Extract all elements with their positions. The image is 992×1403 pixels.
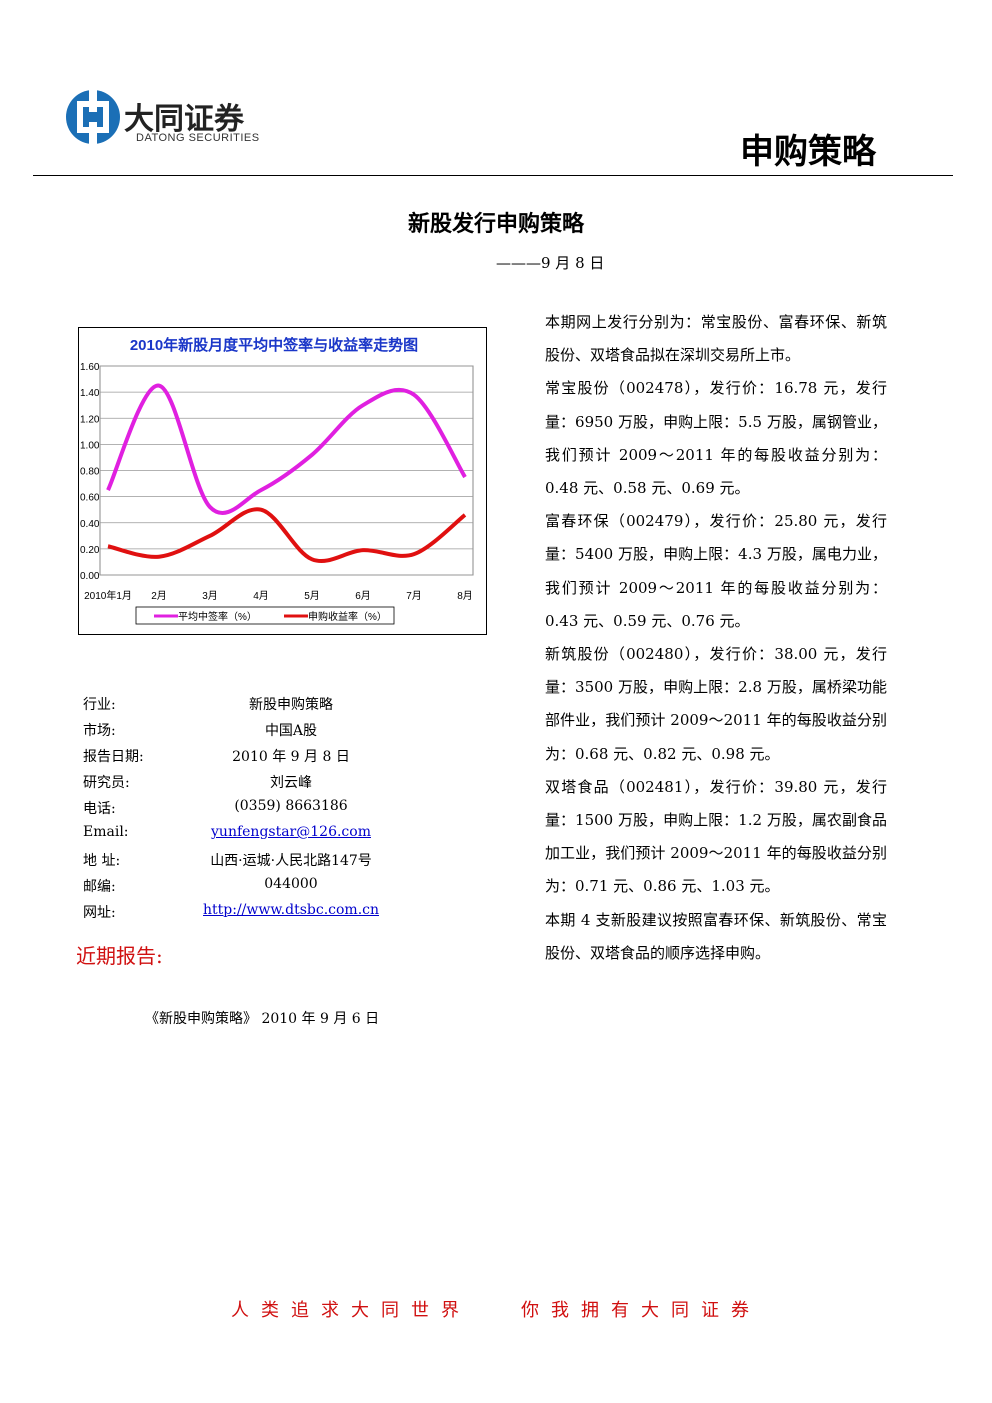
x-tick-label: 7月 [406, 590, 422, 602]
info-value: 044000 [264, 876, 318, 892]
footer: 人类追求大同世界 你我拥有大同证券 [0, 1296, 992, 1322]
info-label: 报告日期: [83, 749, 144, 765]
info-value: 2010 年 9 月 8 日 [232, 749, 350, 765]
y-tick-label: 0.20 [80, 545, 100, 556]
header-rule [33, 175, 953, 176]
info-value: 刘云峰 [270, 775, 312, 791]
info-value: 山西·运城·人民北路147号 [210, 853, 372, 869]
x-tick-label: 4月 [253, 590, 269, 602]
y-tick-label: 0.40 [80, 519, 100, 530]
info-label: 电话: [83, 801, 116, 817]
paragraph: 常宝股份（002478），发行价：16.78 元，发行量：6950 万股，申购上… [545, 379, 887, 498]
body-text: 本期网上发行分别为：常宝股份、富春环保、新筑股份、双塔食品拟在深圳交易所上市。常… [545, 306, 887, 970]
info-row: 电话: (0359) 8663186 [83, 798, 403, 824]
y-tick-label: 1.40 [80, 388, 100, 399]
y-tick-label: 0.60 [80, 493, 100, 504]
slogan: 你我拥有大同证券 [521, 1300, 761, 1321]
x-tick-label: 5月 [304, 590, 320, 602]
chart-title: 2010年新股月度平均中签率与收益率走势图 [130, 336, 418, 354]
paragraph: 新筑股份（002480），发行价：38.00 元，发行量：3500 万股，申购上… [545, 645, 887, 763]
info-label: 地 址: [83, 853, 121, 869]
paragraph: 双塔食品（002481），发行价：39.80 元，发行量：1500 万股，申购上… [545, 777, 887, 896]
slogan: 人类追求大同世界 [231, 1300, 471, 1321]
info-value: 中国A股 [264, 723, 318, 739]
info-row: 网址: http://www.dtsbc.com.cn [83, 902, 403, 928]
section-title: 申购策略 [740, 132, 876, 172]
legend-label: 平均中签率（%） [178, 610, 257, 623]
info-label: Email: [83, 824, 129, 840]
info-value: (0359) 8663186 [234, 798, 348, 814]
company-name: 大同证券 [124, 102, 244, 137]
paragraph: 本期网上发行分别为：常宝股份、富春环保、新筑股份、双塔食品拟在深圳交易所上市。 [545, 313, 887, 365]
legend-label: 申购收益率（%） [308, 610, 387, 623]
y-tick-label: 1.00 [80, 440, 100, 451]
info-table: 行业: 新股申购策略市场: 中国A股报告日期: 2010 年 9 月 8 日研究员: 刘… [83, 694, 403, 928]
logo [66, 90, 120, 144]
recent-report: 《新股申购策略》 2010 年 9 月 6 日 [145, 1011, 380, 1027]
info-row: 研究员: 刘云峰 [83, 772, 403, 798]
report-title: 新股发行申购策略 [407, 211, 584, 237]
info-row: 地 址: 山西·运城·人民北路147号 [83, 850, 403, 876]
chart: 2010年新股月度平均中签率与收益率走势图 0.00 0.20 0.40 0.60 0.… [78, 327, 487, 635]
paragraph: 富春环保（002479），发行价：25.80 元，发行量：5400 万股，申购上… [545, 512, 887, 630]
y-tick-label: 1.20 [80, 414, 100, 425]
report-date: ———9 月 8 日 [496, 254, 605, 272]
series-line [106, 383, 467, 515]
series-line [107, 507, 467, 563]
info-value: http://www.dtsbc.com.cn [203, 902, 379, 918]
info-value: yunfengstar@126.com [211, 824, 371, 840]
x-tick-label: 3月 [202, 590, 218, 602]
recent-heading: 近期报告: [76, 944, 163, 968]
info-label: 研究员: [83, 775, 130, 791]
y-tick-label: 0.00 [80, 571, 100, 582]
chart-border [78, 327, 487, 635]
info-label: 行业: [83, 697, 116, 713]
x-tick-label: 6月 [355, 590, 371, 602]
y-tick-label: 1.60 [80, 362, 100, 373]
paragraph: 本期 4 支新股建议按照富春环保、新筑股份、常宝股份、双塔食品的顺序选择申购。 [545, 910, 887, 962]
info-row: 行业: 新股申购策略 [83, 694, 403, 720]
x-tick-label: 2月 [151, 590, 167, 602]
info-value: 新股申购策略 [249, 697, 333, 713]
info-row: Email: yunfengstar@126.com [83, 824, 403, 850]
company-name-en: DATONG SECURITIES [136, 132, 260, 144]
x-tick-label: 2010年1月 [84, 589, 132, 602]
legend-box [135, 606, 395, 625]
info-row: 报告日期: 2010 年 9 月 8 日 [83, 746, 403, 772]
info-label: 市场: [83, 723, 116, 739]
x-tick-label: 8月 [457, 590, 473, 602]
info-row: 邮编: 044000 [83, 876, 403, 902]
y-tick-label: 0.80 [80, 467, 100, 478]
info-label: 网址: [83, 905, 116, 921]
info-label: 邮编: [83, 879, 116, 895]
info-row: 市场: 中国A股 [83, 720, 403, 746]
